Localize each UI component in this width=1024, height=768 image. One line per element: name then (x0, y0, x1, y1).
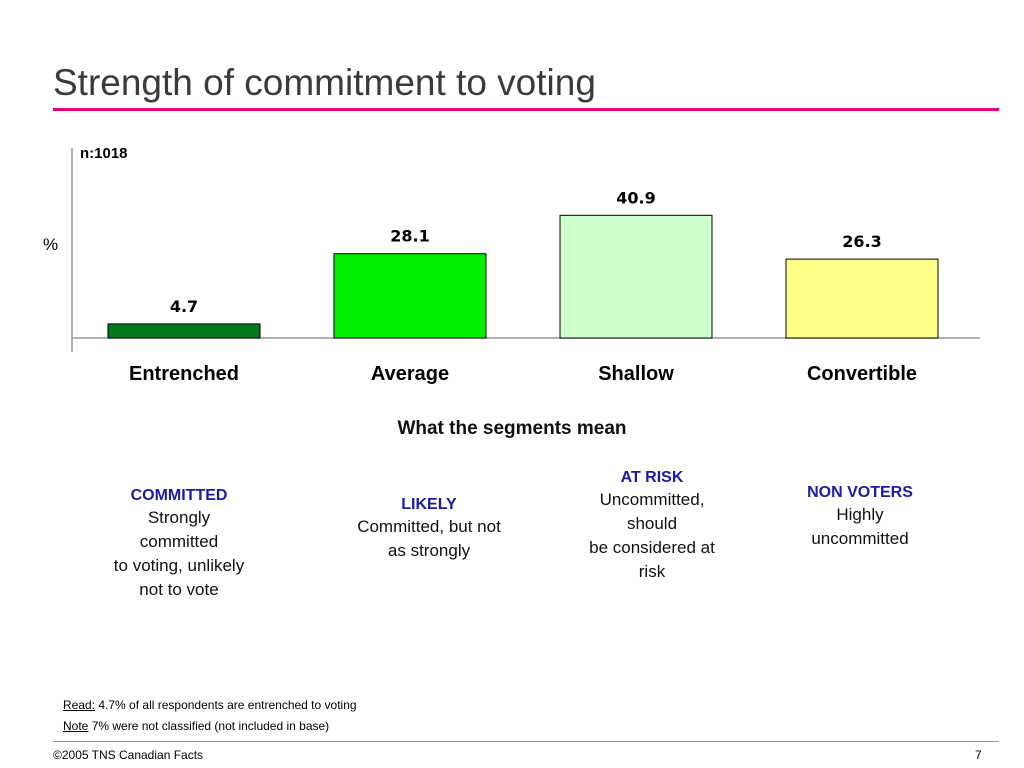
segment-name: NON VOTERS (807, 484, 913, 501)
segment-name: AT RISK (620, 469, 684, 486)
segment-likely: LIKELY Committed, but not as strongly (334, 495, 524, 563)
segment-description: to voting, unlikely (113, 556, 245, 575)
category-label: Shallow (598, 363, 674, 385)
title-rule (53, 108, 999, 111)
sample-size-note: n:1018 (80, 145, 128, 162)
data-label: 40.9 (616, 188, 655, 207)
data-label: 26.3 (842, 232, 881, 251)
segment-description: Committed, but not (357, 517, 501, 536)
segment-description: uncommitted (811, 529, 909, 548)
data-label: 28.1 (390, 227, 429, 246)
slide-title: Strength of commitment to voting (53, 62, 596, 103)
copyright: ©2005 TNS Canadian Facts (53, 748, 204, 762)
segments-heading: What the segments mean (397, 418, 627, 439)
segment-description: not to vote (139, 580, 219, 599)
segment-description: should (626, 514, 678, 533)
segment-at-risk: AT RISK Uncommitted, should be considere… (557, 468, 747, 584)
read-note-key: Read: (63, 698, 96, 712)
y-axis-unit-label: % (43, 235, 59, 254)
segment-non-voters: NON VOTERS Highly uncommitted (765, 483, 955, 551)
segment-committed: COMMITTED Strongly committed to voting, … (84, 486, 274, 602)
segment-description: Strongly (147, 508, 211, 527)
segment-name: COMMITTED (130, 487, 228, 504)
category-label: Entrenched (129, 363, 239, 385)
bar-convertible (785, 258, 939, 339)
note-key: Note (63, 719, 89, 733)
segment-description: Highly (836, 505, 884, 524)
segment-description: committed (139, 532, 219, 551)
segment-description: Uncommitted, (599, 490, 705, 509)
bar-average (333, 253, 487, 339)
category-label: Average (371, 363, 449, 385)
read-note-text: 4.7% of all respondents are entrenched t… (98, 698, 357, 712)
read-note: Read: 4.7% of all respondents are entren… (63, 698, 357, 712)
bar-shallow (559, 214, 713, 339)
segment-description: be considered at (589, 538, 715, 557)
classification-note: Note 7% were not classified (not include… (63, 719, 329, 733)
page-number: 7 (975, 748, 982, 762)
segment-description: risk (638, 562, 666, 581)
bar-chart: 4.7 Entrenched 28.1 Average 40.9 Shallow 26.3 C… (71, 148, 980, 385)
segment-description: as strongly (387, 541, 471, 560)
note-text: 7% were not classified (not included in … (91, 719, 330, 733)
category-label: Convertible (807, 363, 917, 385)
footer-rule (53, 741, 999, 742)
bar-entrenched (107, 323, 261, 339)
segment-name: LIKELY (401, 496, 457, 513)
data-label: 4.7 (170, 297, 198, 316)
